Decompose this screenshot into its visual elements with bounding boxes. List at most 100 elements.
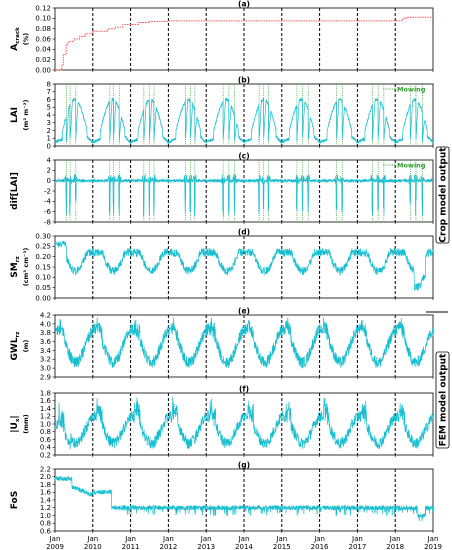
panel-b-ytick-label: 1 xyxy=(47,135,51,143)
panel-a-ytick-label: 0.12 xyxy=(35,4,51,12)
fem-model-label-box xyxy=(435,351,450,449)
panel-b-ytick-label: 0 xyxy=(47,142,51,150)
panel-d-ytick-label: 0.00 xyxy=(35,294,51,302)
panel-e-ytick-label: 4.0 xyxy=(40,320,51,328)
panel-a-ytick-label: 0.08 xyxy=(35,25,51,33)
panel-g: (g) 0.60.81.01.21.41.61.82.02.2 FoS xyxy=(10,461,434,535)
panel-a-ylabel: Acrack xyxy=(10,27,21,51)
panel-a-ytick-label: 0.04 xyxy=(35,46,51,54)
panel-d-series-line xyxy=(54,240,434,291)
panel-a-ytick-label: 0.00 xyxy=(35,66,51,74)
panel-e-ytick-label: 3.6 xyxy=(40,338,52,346)
panel-f-yunit: (mm) xyxy=(22,414,30,434)
panel-c-ylabel: dif[LAI] xyxy=(10,172,20,210)
panel-f-ytick-label: 1.4 xyxy=(40,405,52,413)
panel-e-ytick-label: 3.0 xyxy=(40,365,51,373)
x-tick-label: Jan 2014 xyxy=(235,535,253,550)
panel-d-ytick-label: 0.10 xyxy=(35,274,51,282)
panel-f-series-line xyxy=(54,396,434,450)
x-tick-label: Jan 2011 xyxy=(122,535,140,550)
panel-c-title: (c) xyxy=(238,152,249,161)
crop-model-label-box xyxy=(435,146,450,244)
panel-f-ytick-label: 1.2 xyxy=(40,413,51,421)
panel-g-ytick-label: 1.0 xyxy=(40,512,51,520)
x-tick-label: Jan 2019 xyxy=(424,535,442,550)
panel-g-series-line xyxy=(54,475,434,522)
panel-g-ytick-label: 1.6 xyxy=(40,489,52,497)
panel-g-ytick-label: 1.2 xyxy=(40,504,51,512)
panel-g-ytick-label: 1.4 xyxy=(40,496,52,504)
panel-f-ytick-label: 1.6 xyxy=(40,397,52,405)
panel-d-yunit: (cm³ cm⁻³) xyxy=(22,248,30,287)
x-tick-label: Jan 2015 xyxy=(273,535,291,550)
panel-b-series-line xyxy=(54,97,434,145)
x-tick-label: Jan 2012 xyxy=(159,535,177,550)
panel-f-ytick-label: 0.8 xyxy=(40,428,51,436)
panel-f-title: (f) xyxy=(239,385,249,394)
crop-model-label-text: Crop model output xyxy=(439,147,449,243)
panel-b-yunit: (m² m⁻²) xyxy=(22,100,30,131)
panel-f-ylabel: |Ux| xyxy=(10,415,21,432)
panel-g-ytick-label: 2.2 xyxy=(40,465,51,473)
panel-d-ytick-label: 0.25 xyxy=(35,243,51,251)
x-tick-label: Jan 2009 xyxy=(46,535,64,550)
panel-b-ytick-label: 3 xyxy=(47,119,51,127)
panel-f-ytick-label: 0.4 xyxy=(40,444,52,452)
panel-e-title: (e) xyxy=(238,307,250,316)
panel-e-yunit: (m) xyxy=(22,340,30,353)
panel-b-ytick-label: 2 xyxy=(47,127,51,135)
panel-d-title: (d) xyxy=(238,228,250,237)
panel-f-ytick-label: 1.0 xyxy=(40,420,51,428)
panel-e-ytick-label: 2.9 xyxy=(40,373,51,381)
panel-a: (a) 0.00 0.02 0.04 0.06 0.08 0.10 0.12 Acrack (%) xyxy=(10,0,434,74)
panel-f-ytick-label: 1.8 xyxy=(40,389,51,397)
panel-a-ytick-label: 0.10 xyxy=(35,15,51,23)
panel-b-ytick-label: 4 xyxy=(47,111,52,119)
panel-a-series-line xyxy=(55,16,433,71)
panel-g-title: (g) xyxy=(238,461,250,470)
panel-c-series-line xyxy=(54,173,434,217)
fem-model-label-text: FEM model output xyxy=(439,353,449,446)
panel-g-ytick-label: 0.6 xyxy=(40,527,52,535)
x-tick-label: Jan 2018 xyxy=(386,535,404,550)
panel-d-ytick-label: 0.30 xyxy=(35,232,51,240)
panel-b-ytick-label: 6 xyxy=(47,96,52,104)
panel-e-ytick-label: 3.4 xyxy=(40,347,52,355)
panel-e-ytick-label: 3.8 xyxy=(40,329,51,337)
panel-f-ytick-label: 0.6 xyxy=(40,436,52,444)
panel-g-ytick-label: 1.8 xyxy=(40,481,51,489)
x-tick-label: Jan 2010 xyxy=(84,535,102,550)
panel-c-ytick-label: -6 xyxy=(44,208,52,216)
panel-c-ytick-label: 0 xyxy=(47,177,51,185)
panel-c-ytick-label: 4 xyxy=(47,156,52,164)
panel-g-ytick-label: 0.8 xyxy=(40,520,51,528)
panel-e-ylabel: GWLrz xyxy=(10,332,21,361)
panel-e-ytick-label: 3.2 xyxy=(40,356,51,364)
panel-a-yunit: (%) xyxy=(22,33,30,45)
panel-e-series-line xyxy=(54,317,434,369)
crop-model-label: Crop model output xyxy=(435,146,450,244)
panel-a-ytick-label: 0.06 xyxy=(35,35,51,43)
fem-model-label: FEM model output xyxy=(435,351,450,449)
panel-g-ylabel: FoS xyxy=(10,491,20,509)
panel-d-ytick-label: 0.20 xyxy=(35,253,51,261)
panel-b-title: (b) xyxy=(238,76,250,85)
panel-c-ytick-label: -8 xyxy=(44,218,51,226)
panel-g-ytick-label: 2.0 xyxy=(40,473,51,481)
panel-d-ytick-label: 0.05 xyxy=(35,284,51,292)
panel-d-ytick-label: 0.15 xyxy=(35,263,51,271)
panel-f-ytick-label: 0.2 xyxy=(40,451,51,459)
panel-b-ylabel: LAI xyxy=(10,107,20,123)
x-tick-label: Jan 2016 xyxy=(311,535,329,550)
panel-e-ytick-label: 4.2 xyxy=(40,311,51,319)
panel-e: (e) 2.93.03.23.43.63.84.04.2 GWLrz(m) xyxy=(10,307,434,381)
panel-c-ytick-label: 2 xyxy=(47,167,51,175)
panel-b-ytick-label: 8 xyxy=(47,80,51,88)
panel-c-legend-label: Mowing xyxy=(397,161,426,169)
x-tick-label: Jan 2017 xyxy=(348,535,366,550)
panel-f: (f) 0.20.40.60.81.01.21.41.61.8 |Ux| (mm) xyxy=(10,385,434,459)
panel-b-ytick-label: 5 xyxy=(47,104,51,112)
panel-c-ytick-label: -4 xyxy=(44,198,52,206)
